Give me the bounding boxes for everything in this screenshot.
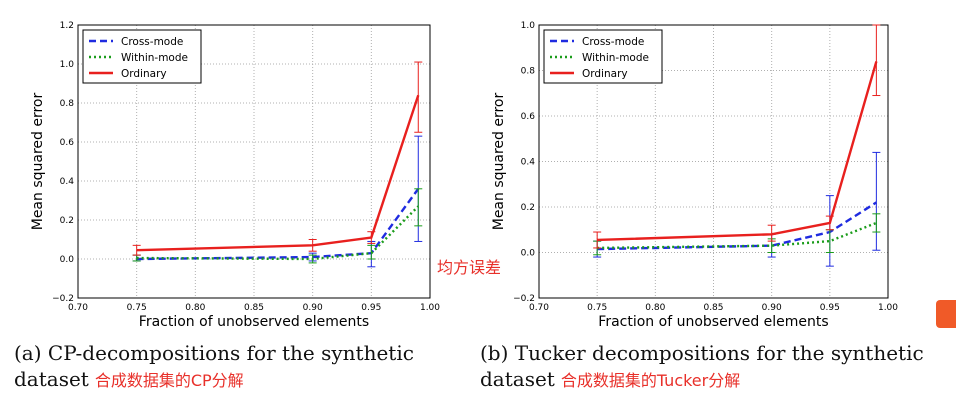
y-tick-label: 0.8 (60, 99, 75, 109)
x-tick-label: 0.90 (303, 303, 323, 313)
x-tick-label: 0.95 (361, 303, 381, 313)
caption-b: (b) Tucker decompositions for the synthe… (480, 340, 940, 394)
x-tick-label: 0.90 (762, 303, 782, 313)
caption-a-text: (a) CP-decompositions for the synthetic … (14, 341, 414, 391)
series-line-cross-mode (597, 201, 878, 251)
y-tick-label: 0.4 (521, 158, 536, 168)
series-line-ordinary (597, 61, 878, 242)
legend-label-within-mode: Within-mode (121, 52, 188, 64)
series-line-cross-mode (136, 188, 420, 261)
x-tick-label: 0.75 (587, 303, 607, 313)
legend-label-within-mode: Within-mode (582, 52, 649, 64)
y-tick-label: 0.6 (60, 138, 75, 148)
y-tick-label: −0.2 (52, 294, 74, 304)
y-tick-label: 1.2 (60, 21, 74, 31)
site-logo (936, 300, 956, 328)
y-tick-label: 0.0 (60, 255, 75, 265)
y-tick-label: 1.0 (60, 60, 75, 70)
chart-annotation: 均方误差 (437, 258, 502, 277)
caption-a: (a) CP-decompositions for the synthetic … (14, 340, 474, 394)
x-tick-label: 1.00 (420, 303, 440, 313)
series-line-ordinary (136, 94, 420, 252)
x-tick-label: 0.75 (127, 303, 147, 313)
caption-b-chinese: 合成数据集的Tucker分解 (560, 371, 741, 390)
y-tick-label: 0.8 (521, 67, 536, 77)
x-tick-label: 0.85 (244, 303, 264, 313)
y-tick-label: 0.4 (60, 177, 75, 187)
plot-frame (538, 24, 889, 299)
y-tick-label: 0.2 (521, 203, 535, 213)
legend-label-cross-mode: Cross-mode (121, 36, 183, 48)
x-tick-label: 1.00 (878, 303, 898, 313)
x-tick-label: 0.95 (820, 303, 840, 313)
y-tick-label: 0.0 (521, 249, 536, 259)
caption-a-chinese: 合成数据集的CP分解 (94, 371, 244, 390)
y-tick-label: −0.2 (513, 294, 535, 304)
legend-label-cross-mode: Cross-mode (582, 36, 644, 48)
y-tick-label: 0.6 (521, 112, 536, 122)
series-line-within-mode (136, 205, 420, 261)
x-tick-label: 0.70 (68, 303, 88, 313)
plot-frame (77, 24, 431, 299)
x-tick-label: 0.70 (529, 303, 549, 313)
x-tick-label: 0.80 (645, 303, 665, 313)
y-axis-label: Mean squared error (491, 93, 507, 231)
y-axis-label: Mean squared error (30, 93, 46, 231)
y-tick-label: 1.0 (521, 21, 536, 31)
x-tick-label: 0.85 (703, 303, 723, 313)
x-axis-label: Fraction of unobserved elements (139, 314, 369, 330)
y-tick-label: 0.2 (60, 216, 74, 226)
chart-2: 0.70 0.75 0.80 0.85 0.90 0.95 1.00 −0.2 0.0 0.2 0.… (491, 21, 898, 330)
x-tick-label: 0.80 (185, 303, 205, 313)
figure-canvas: 0.70 0.75 0.80 0.85 0.90 0.95 1.00 −0.2 0.0 0.2 0.… (30, 21, 898, 330)
chart-1: 0.70 0.75 0.80 0.85 0.90 0.95 1.00 −0.2 0.0 0.2 0.… (30, 21, 440, 330)
legend-label-ordinary: Ordinary (582, 68, 628, 80)
caption-b-text: (b) Tucker decompositions for the synthe… (480, 341, 924, 391)
x-axis-label: Fraction of unobserved elements (598, 314, 828, 330)
legend-label-ordinary: Ordinary (121, 68, 167, 80)
